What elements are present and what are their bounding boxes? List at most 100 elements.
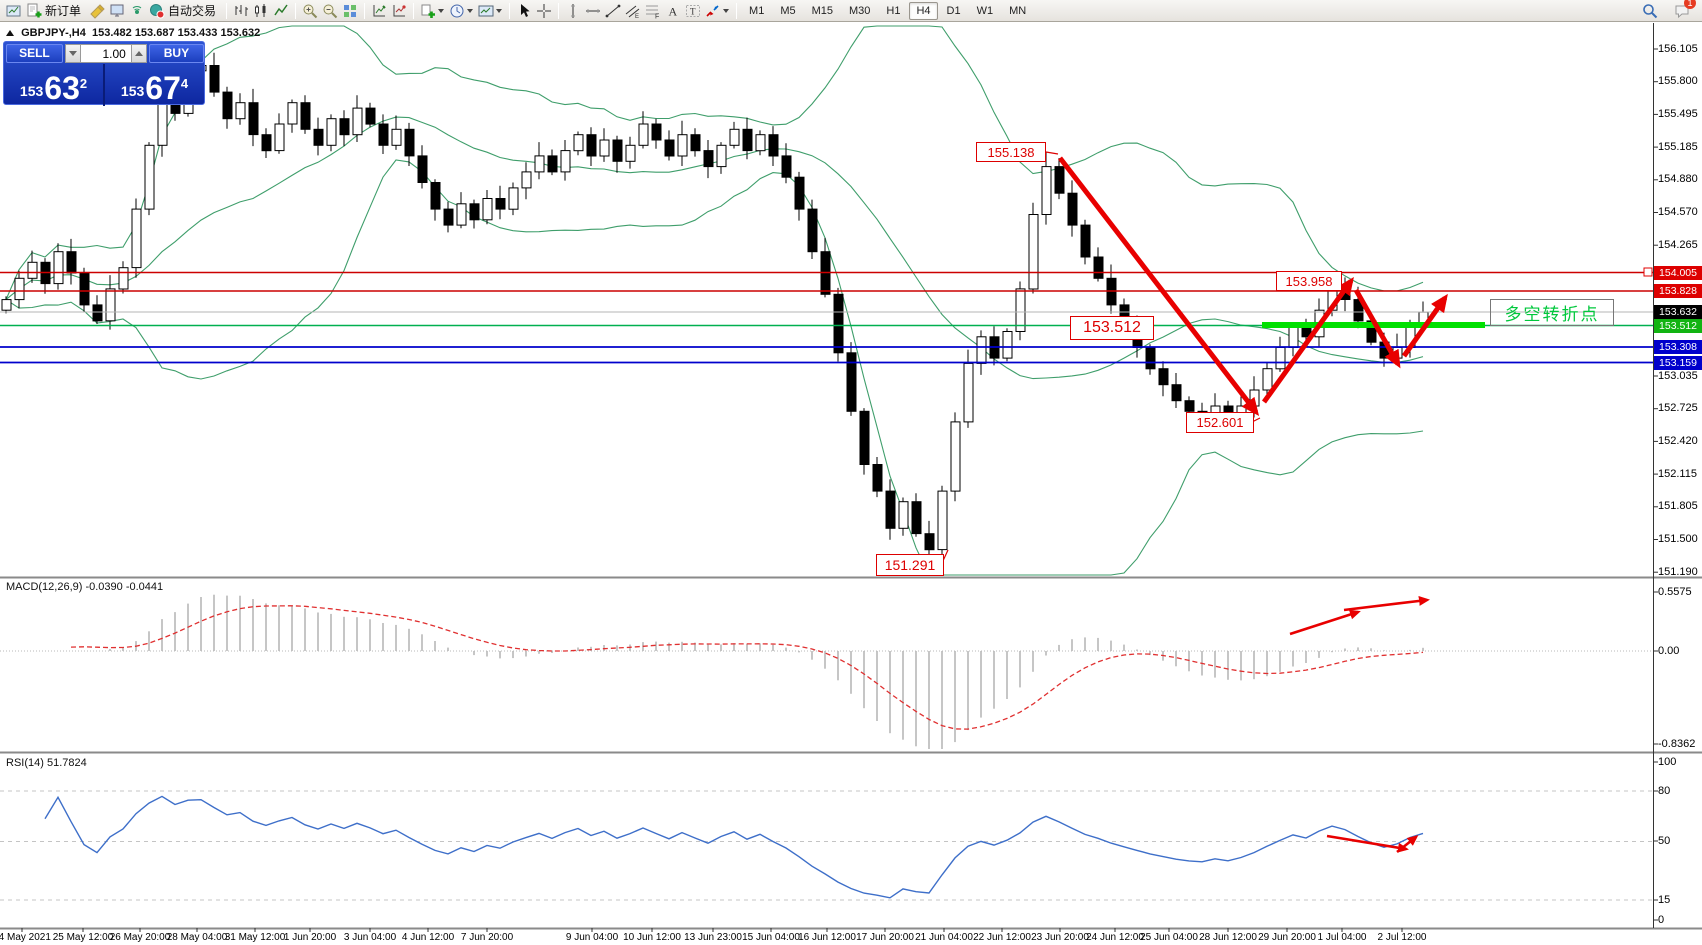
zoom-out-icon[interactable] [320,1,340,21]
trend-line-icon[interactable] [603,1,623,21]
toolbar-separator [226,2,228,19]
time-axis-label: 3 Jun 04:00 [343,932,397,943]
sell-button[interactable]: SELL [6,43,63,63]
price-axis-label: 154.265 [1658,238,1698,251]
sell-price-big: 63 [44,70,80,106]
arrows-dropdown-icon[interactable] [723,8,730,13]
time-axis-label: 13 Jun 23:00 [684,932,742,943]
price-axis-label: 155.185 [1658,140,1698,153]
tile-windows-icon[interactable] [340,1,360,21]
time-axis-label: 7 Jun 20:00 [460,932,514,943]
navigator-icon[interactable] [389,1,409,21]
timeframe-d1-button[interactable]: D1 [946,4,961,17]
triangle-down-icon [68,50,77,56]
template-icon[interactable] [476,1,496,21]
new-object-dropdown-icon[interactable] [438,8,445,13]
text-label-icon[interactable]: T [683,1,703,21]
timeframe-w1-button[interactable]: W1 [976,4,994,17]
triangle-up-icon [134,50,143,56]
template-dropdown-icon[interactable] [496,8,503,13]
candle-chart-icon[interactable] [251,1,271,21]
bollinger-up [5,25,1424,300]
sell-price[interactable]: 153 63 2 [4,64,103,106]
arrows-icon[interactable] [703,1,723,21]
line-chart-icon[interactable] [271,1,291,21]
signals-icon[interactable] [127,1,147,21]
crosshair-icon[interactable] [534,1,554,21]
new-chart-icon[interactable] [4,1,24,21]
timeframe-m15-button[interactable]: M15 [811,4,833,17]
new-order-label[interactable]: 新订单 [45,4,82,18]
bollinger-lo [5,159,1424,576]
text-icon[interactable]: A [663,1,683,21]
horizontal-line-icon[interactable] [583,1,603,21]
time-axis-label: 25 May 12:00 [52,932,114,943]
time-axis-label: 25 Jun 04:00 [1140,932,1198,943]
volume-increase-button[interactable] [130,43,147,63]
price-callout[interactable]: 153.512 [1070,316,1154,340]
rsi-axis-label: 15 [1658,893,1671,906]
price-axis-label: 155.800 [1658,75,1698,88]
autotrading-label[interactable]: 自动交易 [168,4,217,18]
autotrading-icon[interactable] [147,1,167,21]
price-callout[interactable]: 155.138 [976,142,1046,162]
styles-icon[interactable] [87,1,107,21]
vertical-line-icon[interactable] [563,1,583,21]
fibonacci-icon[interactable]: F [643,1,663,21]
symbol-name: GBPJPY-,H4 [21,27,86,39]
time-axis-label: 17 Jun 20:00 [856,932,914,943]
timeframe-m30-button[interactable]: M30 [849,4,871,17]
new-order-icon[interactable] [24,1,44,21]
search-icon[interactable] [1640,1,1660,21]
price-axis-label: 151.500 [1658,533,1698,545]
time-axis-label: 1 Jul 04:00 [1317,932,1367,943]
experts-icon[interactable] [107,1,127,21]
price-tag: 154.005 [1654,265,1702,280]
timeframe-mn-button[interactable]: MN [1009,4,1027,17]
timeframe-m5-button[interactable]: M5 [780,4,796,17]
time-axis-label: 24 May 2021 [0,932,51,943]
annotation-turning-point[interactable]: 多空转折点 [1490,299,1614,326]
time-axis-label: 16 Jun 12:00 [798,932,856,943]
price-callout[interactable]: 153.958 [1276,271,1342,291]
price-axis-label: 151.805 [1658,500,1698,513]
rsi-line [44,795,1424,899]
toolbar-separator [558,2,560,19]
price-axis-label: 154.880 [1658,173,1698,186]
price-callout[interactable]: 152.601 [1186,412,1254,433]
time-axis-label: 28 Jun 12:00 [1199,932,1257,943]
volume-decrease-button[interactable] [64,43,81,63]
time-axis-label: 10 Jun 12:00 [623,932,681,943]
price-axis-label: 151.190 [1658,565,1698,578]
one-click-trading-panel: SELL 1.00 BUY 153 63 2 153 67 4 [3,41,205,106]
trend-arrow [1353,288,1401,369]
timeframe-h4-button[interactable]: H4 [909,1,938,20]
volume-input[interactable]: 1.00 [80,43,131,63]
equidistant-channel-icon[interactable]: E [623,1,643,21]
data-window-icon[interactable] [369,1,389,21]
symbol-triangle-icon [6,30,14,36]
toolbar-separator [413,2,415,19]
period-dropdown-icon[interactable] [467,8,474,13]
price-callout[interactable]: 151.291 [876,554,944,576]
period-icon[interactable] [447,1,467,21]
time-axis-label: 2 Jul 12:00 [1377,932,1427,943]
price-tag: 153.308 [1654,340,1702,354]
notification-badge: 1 [1684,0,1696,9]
cursor-icon[interactable] [514,1,534,21]
bar-chart-icon[interactable] [231,1,251,21]
price-axis-label: 155.495 [1658,107,1698,120]
time-axis-label: 24 Jun 12:00 [1086,932,1144,943]
buy-price[interactable]: 153 67 4 [105,64,204,106]
notifications-icon[interactable]: 1 [1672,0,1696,21]
rsi-axis-label: 50 [1658,834,1671,847]
buy-button[interactable]: BUY [148,43,204,63]
macd-annotation-arrow [1343,595,1430,612]
timeframe-h1-button[interactable]: H1 [886,4,901,17]
new-object-icon[interactable] [418,1,438,21]
zoom-in-icon[interactable] [300,1,320,21]
toolbar-separator [509,2,511,19]
timeframe-m1-button[interactable]: M1 [749,4,765,17]
time-axis-label: 1 Jun 20:00 [283,932,337,943]
